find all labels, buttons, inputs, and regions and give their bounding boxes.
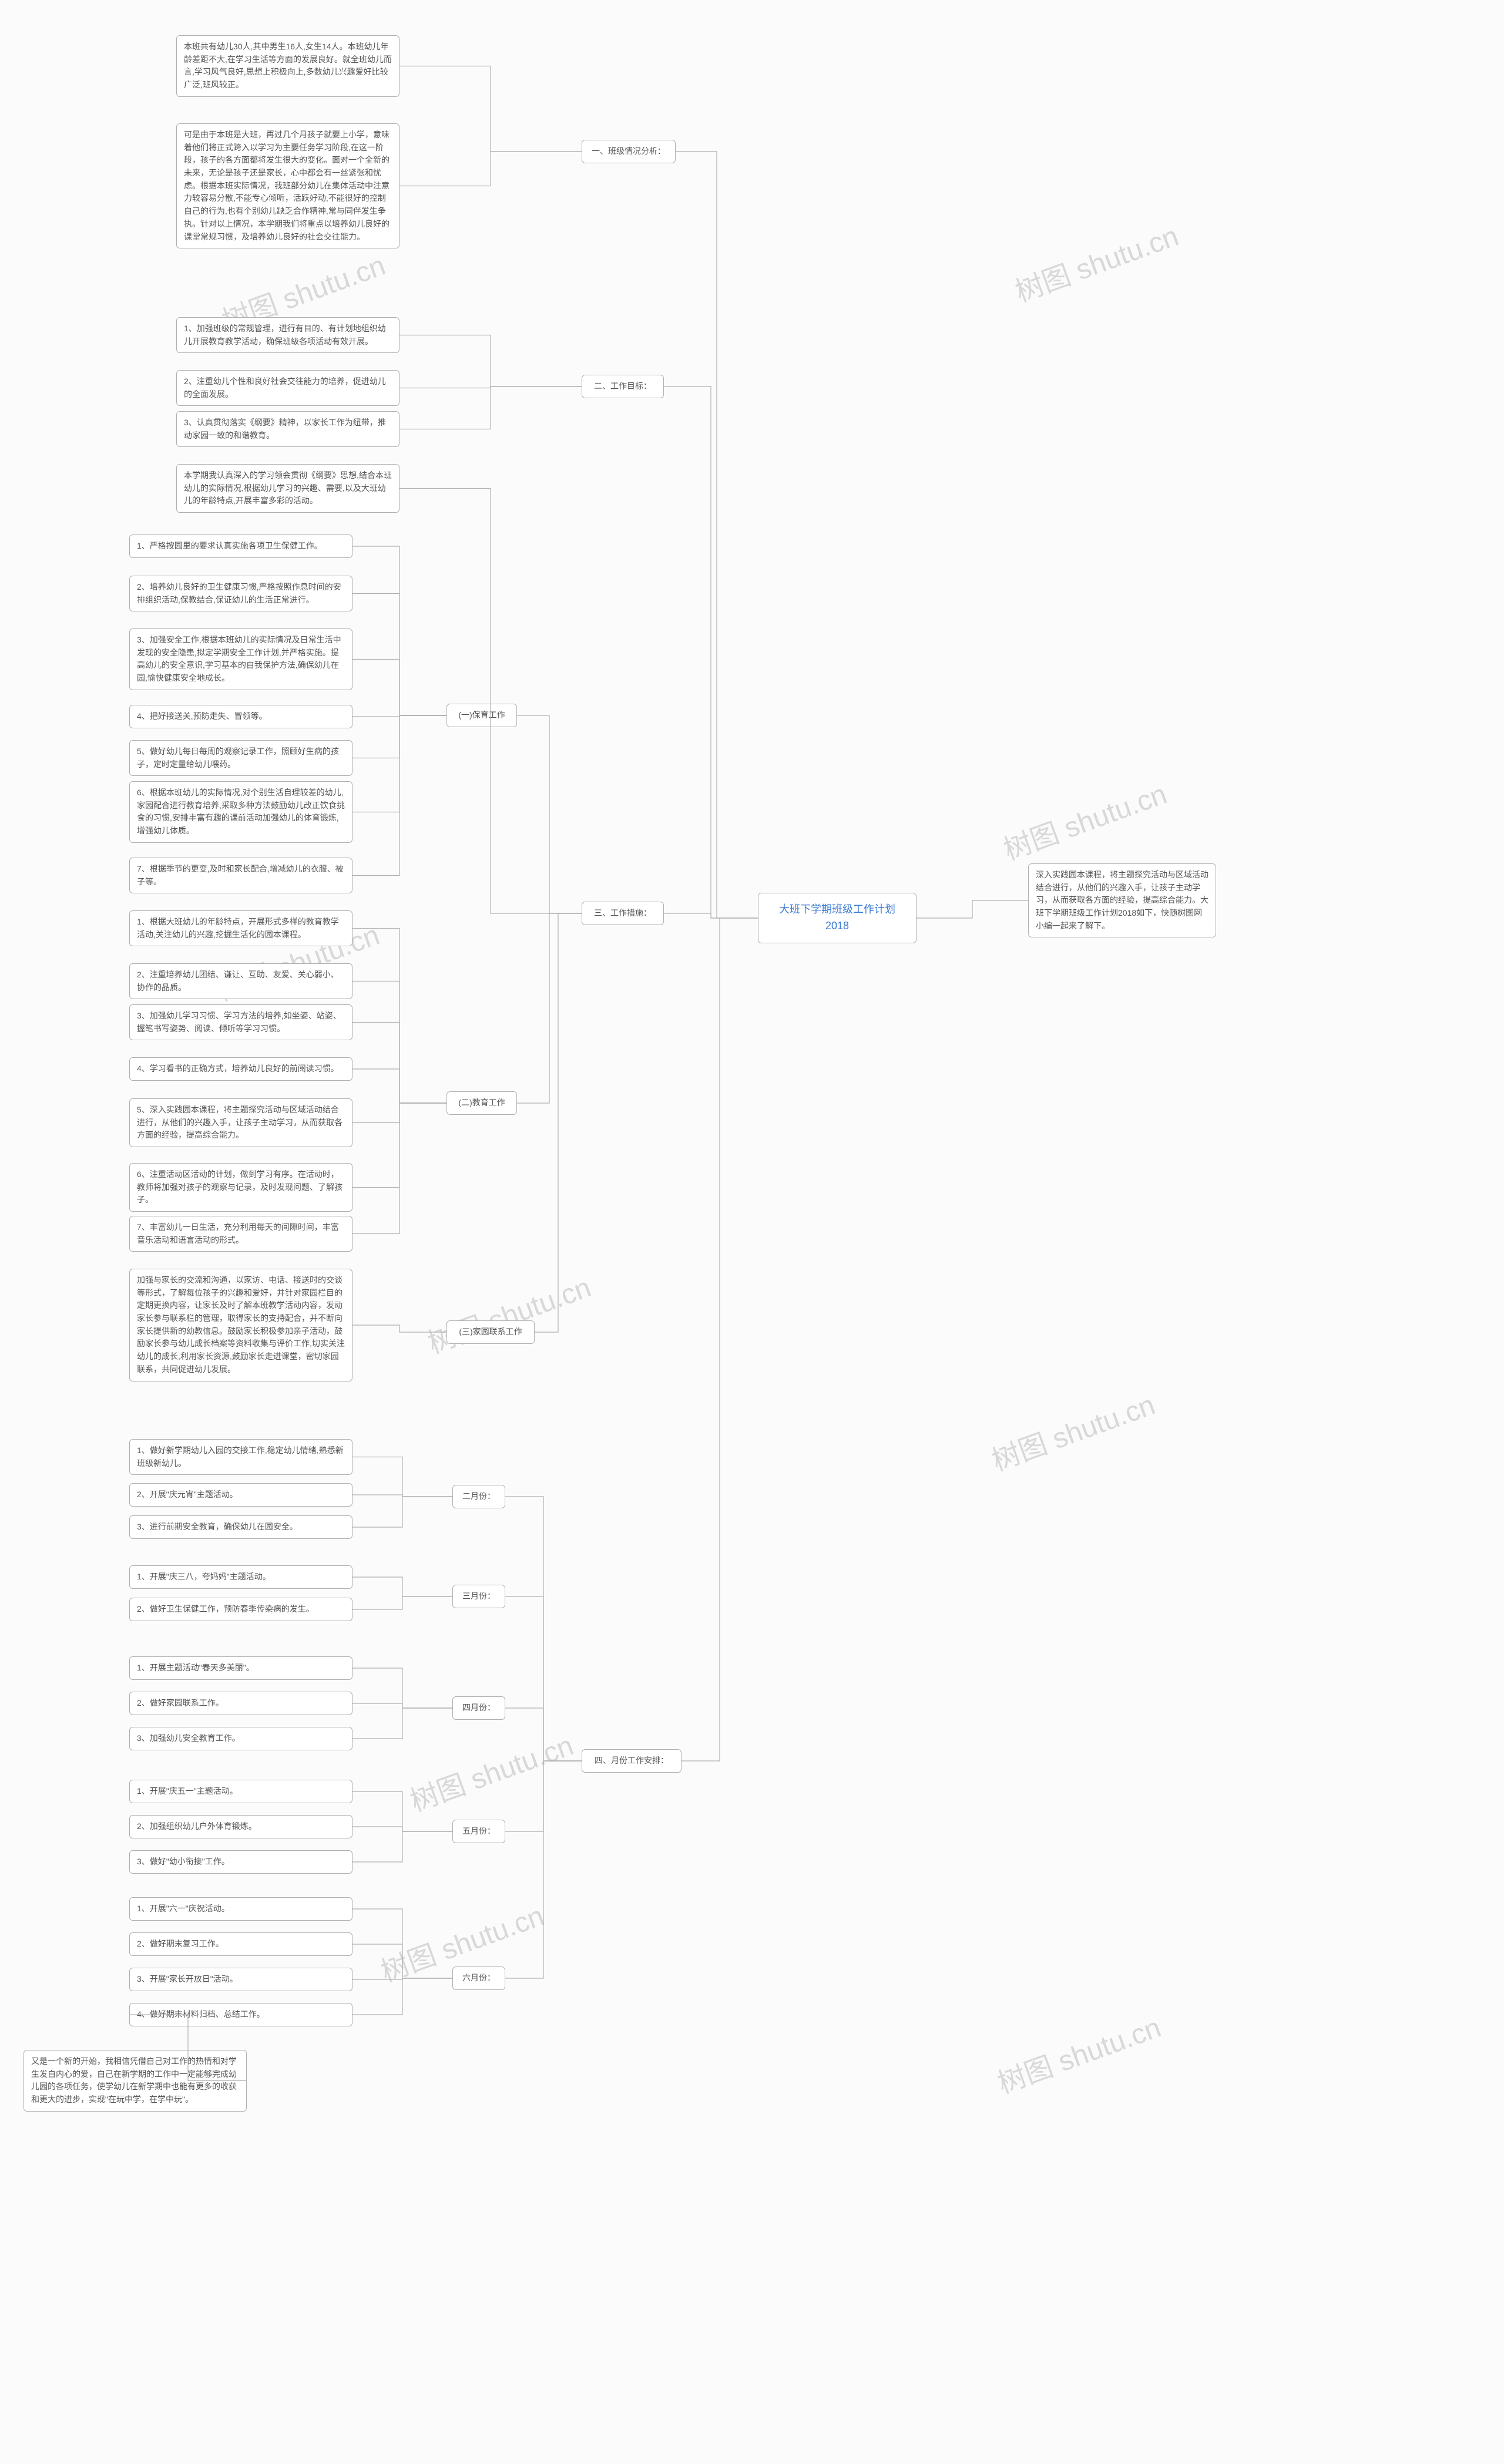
s3b-i6: 6、注重活动区活动的计划，做到学习有序。在活动时，教师将加强对孩子的观察与记录，… [129, 1163, 352, 1212]
watermark: 树图 shutu.cn [421, 1264, 596, 1361]
s3a-i6: 6、根据本班幼儿的实际情况,对个别生活自理较差的幼儿,家园配合进行教育培养,采取… [129, 781, 352, 843]
apr-i2: 2、做好家园联系工作。 [129, 1692, 352, 1715]
section-3[interactable]: 三、工作措施： [582, 902, 664, 925]
s1-p1: 本班共有幼儿30人,其中男生16人,女生14人。本班幼儿年龄差距不大,在学习生活… [176, 35, 400, 97]
watermark: 树图 shutu.cn [404, 1722, 578, 1819]
s3-intro: 本学期我认真深入的学习领会贯彻《纲要》思想,结合本班幼儿的实际情况,根据幼儿学习… [176, 464, 400, 513]
s3b-i3: 3、加强幼儿学习习惯、学习方法的培养,如坐姿、站姿、握笔书写姿势、阅读、倾听等学… [129, 1004, 352, 1040]
section-4[interactable]: 四、月份工作安排： [582, 1749, 682, 1773]
s3b-i4: 4、学习看书的正确方式，培养幼儿良好的前阅读习惯。 [129, 1057, 352, 1081]
jun-i3: 3、开展"家长开放日"活动。 [129, 1968, 352, 1991]
may-i3: 3、做好"幼小衔接"工作。 [129, 1850, 352, 1874]
s3b-i7: 7、丰富幼儿一日生活，充分利用每天的间隙时间，丰富音乐活动和语言活动的形式。 [129, 1216, 352, 1252]
watermark: 树图 shutu.cn [997, 771, 1171, 868]
s3a-i1: 1、严格按园里的要求认真实施各项卫生保健工作。 [129, 535, 352, 558]
s2-item2: 2、注重幼儿个性和良好社会交往能力的培养，促进幼儿的全面发展。 [176, 370, 400, 406]
section-1[interactable]: 一、班级情况分析： [582, 140, 676, 163]
jun-i4: 4、做好期末材料归档、总结工作。 [129, 2003, 352, 2026]
s3a-i3: 3、加强安全工作,根据本班幼儿的实际情况及日常生活中发现的安全隐患,拟定学期安全… [129, 628, 352, 690]
s3c-text: 加强与家长的交流和沟通，以家访、电话、接送时的交谈等形式，了解每位孩子的兴趣和爱… [129, 1269, 352, 1381]
s3a[interactable]: (一)保育工作 [446, 704, 517, 727]
mar-i1: 1、开展"庆三八，夸妈妈"主题活动。 [129, 1565, 352, 1589]
s3b[interactable]: (二)教育工作 [446, 1091, 517, 1115]
jun-i1: 1、开展"六一"庆祝活动。 [129, 1897, 352, 1921]
s2-item3: 3、认真贯彻落实《纲要》精神，以家长工作为纽带，推动家园一致的和谐教育。 [176, 411, 400, 447]
feb-i3: 3、进行前期安全教育，确保幼儿在园安全。 [129, 1515, 352, 1539]
s3a-i2: 2、培养幼儿良好的卫生健康习惯,严格按照作息时间的安排组织活动,保教结合,保证幼… [129, 576, 352, 611]
mar-i2: 2、做好卫生保健工作，预防春季传染病的发生。 [129, 1598, 352, 1621]
month-may[interactable]: 五月份： [452, 1820, 505, 1843]
month-mar[interactable]: 三月份： [452, 1585, 505, 1608]
month-feb[interactable]: 二月份： [452, 1485, 505, 1508]
s3a-i7: 7、根据季节的更变,及时和家长配合,增减幼儿的衣服、被子等。 [129, 858, 352, 893]
watermark: 树图 shutu.cn [991, 2004, 1166, 2101]
apr-i1: 1、开展主题活动"春天多美丽"。 [129, 1656, 352, 1680]
feb-i1: 1、做好新学期幼儿入园的交接工作,稳定幼儿情绪,熟悉新班级新幼儿。 [129, 1439, 352, 1475]
closing: 又是一个新的开始，我相信凭借自己对工作的热情和对学生发自内心的爱，自己在新学期的… [24, 2050, 247, 2112]
root-node[interactable]: 大班下学期班级工作计划2018 [758, 893, 916, 943]
s3b-i2: 2、注重培养幼儿团结、谦让、互助、友爱、关心弱小、协作的品质。 [129, 963, 352, 999]
may-i2: 2、加强组织幼儿户外体育锻炼。 [129, 1815, 352, 1838]
watermark: 树图 shutu.cn [1009, 213, 1183, 310]
apr-i3: 3、加强幼儿安全教育工作。 [129, 1727, 352, 1750]
s3c[interactable]: (三)家园联系工作 [446, 1320, 535, 1344]
month-apr[interactable]: 四月份： [452, 1696, 505, 1720]
s3b-i5: 5、深入实践园本课程，将主题探究活动与区域活动结合进行，从他们的兴趣入手，让孩子… [129, 1098, 352, 1147]
s3b-i1: 1、根据大班幼儿的年龄特点，开展形式多样的教育教学活动,关注幼儿的兴趣,挖掘生活… [129, 910, 352, 946]
month-jun[interactable]: 六月份： [452, 1967, 505, 1990]
intro-node: 深入实践园本课程，将主题探究活动与区域活动结合进行，从他们的兴趣入手，让孩子主动… [1028, 863, 1216, 937]
feb-i2: 2、开展"庆元宵"主题活动。 [129, 1483, 352, 1507]
s3a-i5: 5、做好幼儿每日每周的观察记录工作，照顾好生病的孩子，定时定量给幼儿喂药。 [129, 740, 352, 776]
jun-i2: 2、做好期末复习工作。 [129, 1932, 352, 1956]
section-2[interactable]: 二、工作目标： [582, 375, 664, 398]
s2-item1: 1、加强班级的常规管理，进行有目的、有计划地组织幼儿开展教育教学活动，确保班级各… [176, 317, 400, 353]
s1-p2: 可是由于本班是大班，再过几个月孩子就要上小学，意味着他们将正式跨入以学习为主要任… [176, 123, 400, 248]
s3a-i4: 4、把好接送关,预防走失、冒领等。 [129, 705, 352, 728]
watermark: 树图 shutu.cn [985, 1381, 1160, 1478]
may-i1: 1、开展"庆五一"主题活动。 [129, 1780, 352, 1803]
